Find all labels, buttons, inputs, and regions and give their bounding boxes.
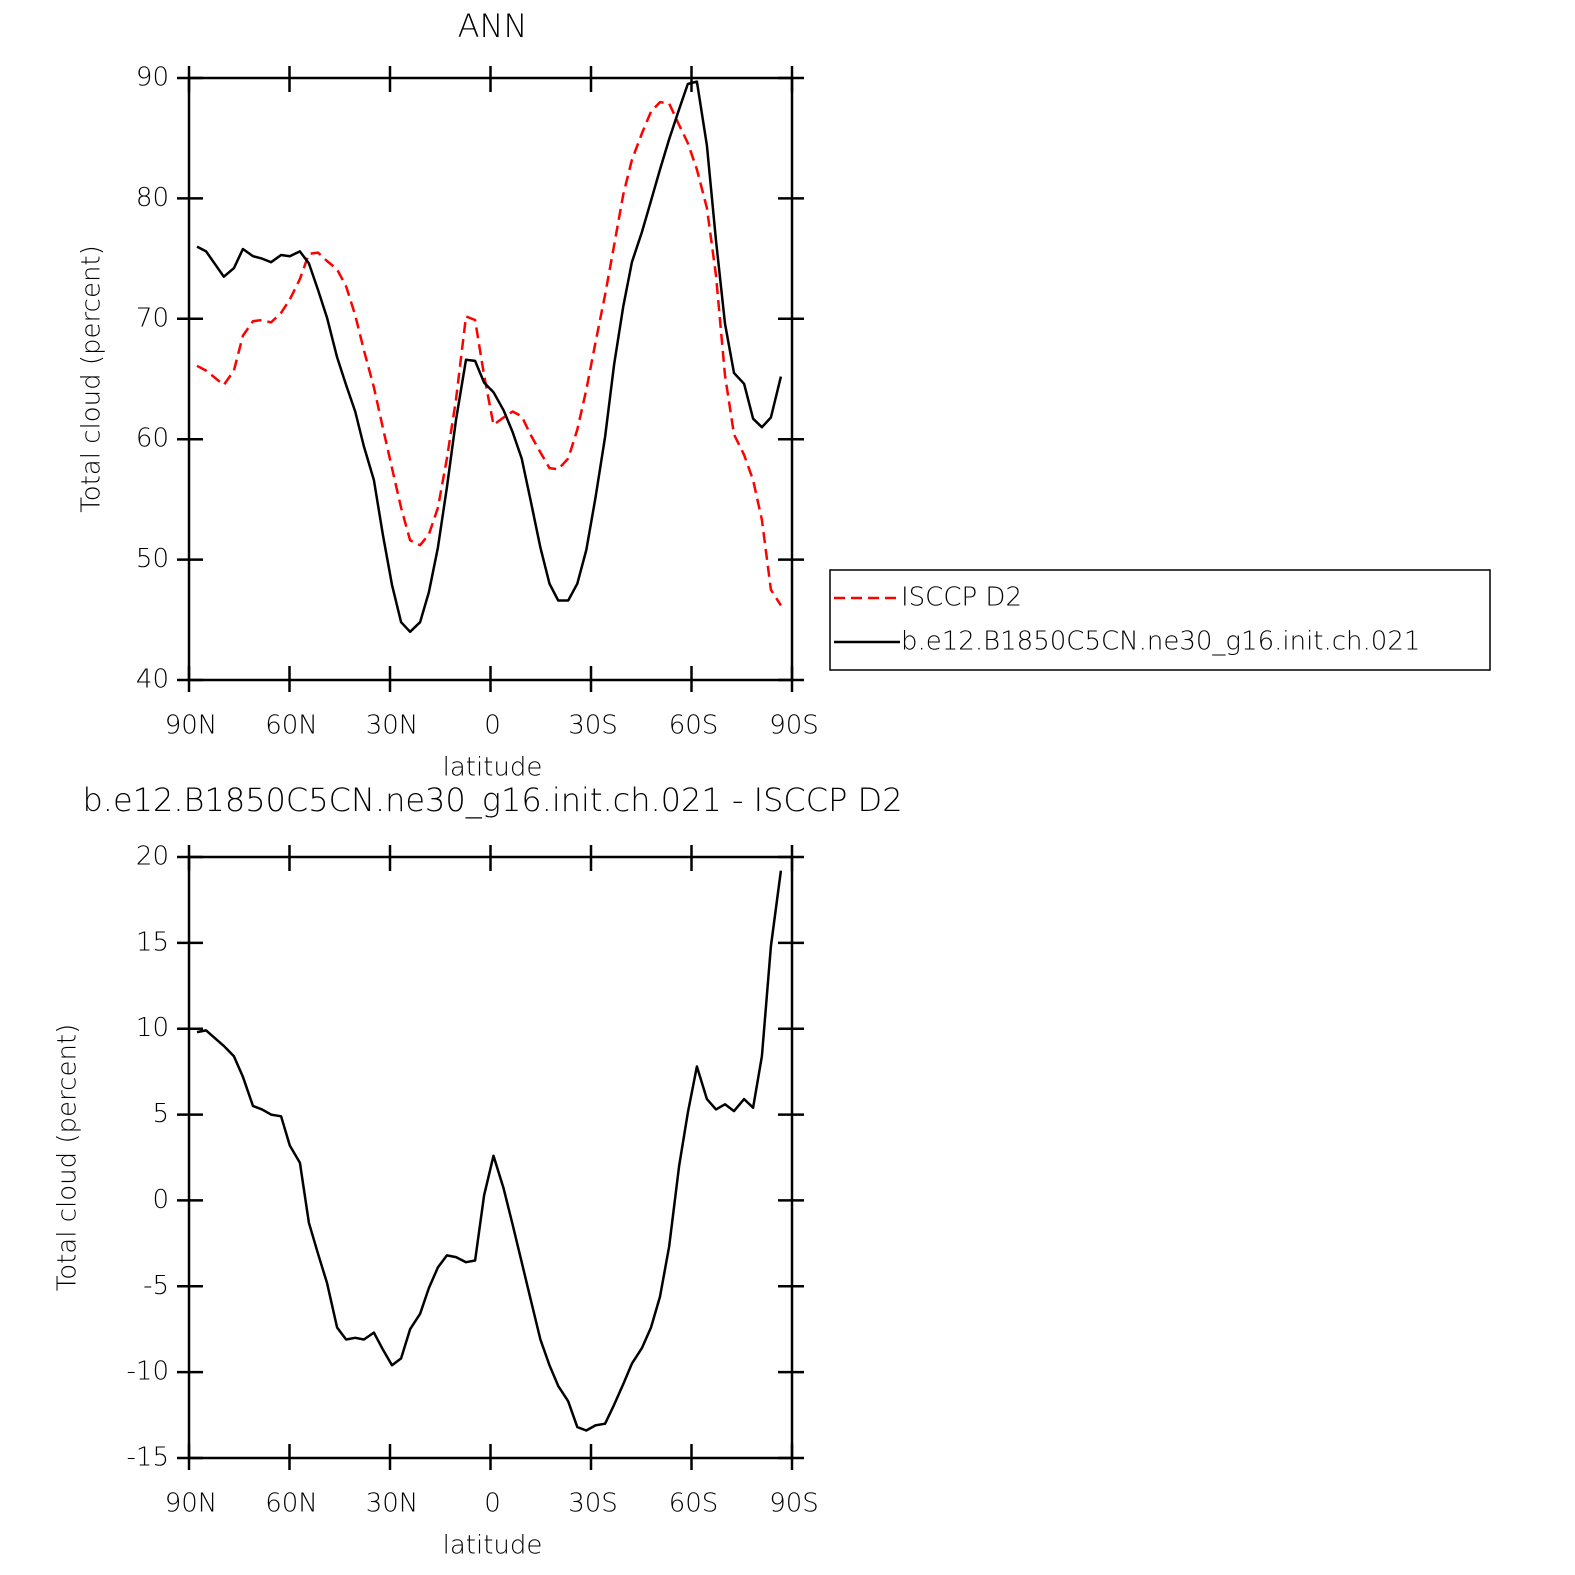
chart-title: ANN — [458, 7, 528, 45]
x-tick-label: 90S — [769, 1489, 819, 1519]
chart-title: b.e12.B1850C5CN.ne30_g16.init.ch.021 - I… — [82, 781, 902, 819]
y-axis-label: Total cloud (percent) — [53, 1024, 83, 1292]
x-tick-label: 60S — [669, 1489, 719, 1519]
y-tick-label: 20 — [136, 842, 169, 872]
x-tick-label: 90N — [165, 711, 218, 741]
x-tick-label: 90S — [769, 711, 819, 741]
data-line — [196, 80, 783, 634]
x-tick-label: 30N — [366, 711, 419, 741]
y-tick-label: 50 — [136, 544, 169, 574]
x-tick-label: 60N — [265, 1489, 318, 1519]
y-tick-label: -10 — [127, 1357, 169, 1387]
x-tick-label: 60N — [265, 711, 318, 741]
y-tick-label: 40 — [136, 665, 169, 695]
x-axis-label: latitude — [443, 1531, 543, 1561]
legend-label: b.e12.B1850C5CN.ne30_g16.init.ch.021 — [901, 627, 1420, 657]
y-tick-label: 60 — [136, 424, 169, 454]
x-tick-label: 0 — [484, 711, 501, 741]
x-tick-label: 0 — [484, 1489, 501, 1519]
y-tick-label: 5 — [152, 1099, 169, 1129]
plot-frame — [187, 76, 794, 682]
y-axis-label: Total cloud (percent) — [77, 245, 107, 513]
y-tick-label: 10 — [136, 1013, 169, 1043]
x-tick-label: 30S — [568, 1489, 618, 1519]
y-tick-label: -5 — [143, 1271, 169, 1301]
y-tick-label: -15 — [127, 1443, 169, 1473]
x-tick-label: 60S — [669, 711, 719, 741]
x-tick-label: 30N — [366, 1489, 419, 1519]
y-tick-label: 80 — [136, 183, 169, 213]
plot-frame — [187, 855, 794, 1460]
legend-label: ISCCP D2 — [901, 583, 1022, 613]
data-line — [196, 100, 782, 607]
y-tick-label: 15 — [136, 927, 169, 957]
y-tick-label: 90 — [136, 63, 169, 93]
data-line — [196, 870, 783, 1432]
x-axis-label: latitude — [443, 753, 543, 783]
legend-box — [829, 569, 1491, 671]
y-tick-label: 70 — [136, 303, 169, 333]
y-tick-label: 0 — [152, 1185, 169, 1215]
x-tick-label: 90N — [165, 1489, 218, 1519]
x-tick-label: 30S — [568, 711, 618, 741]
